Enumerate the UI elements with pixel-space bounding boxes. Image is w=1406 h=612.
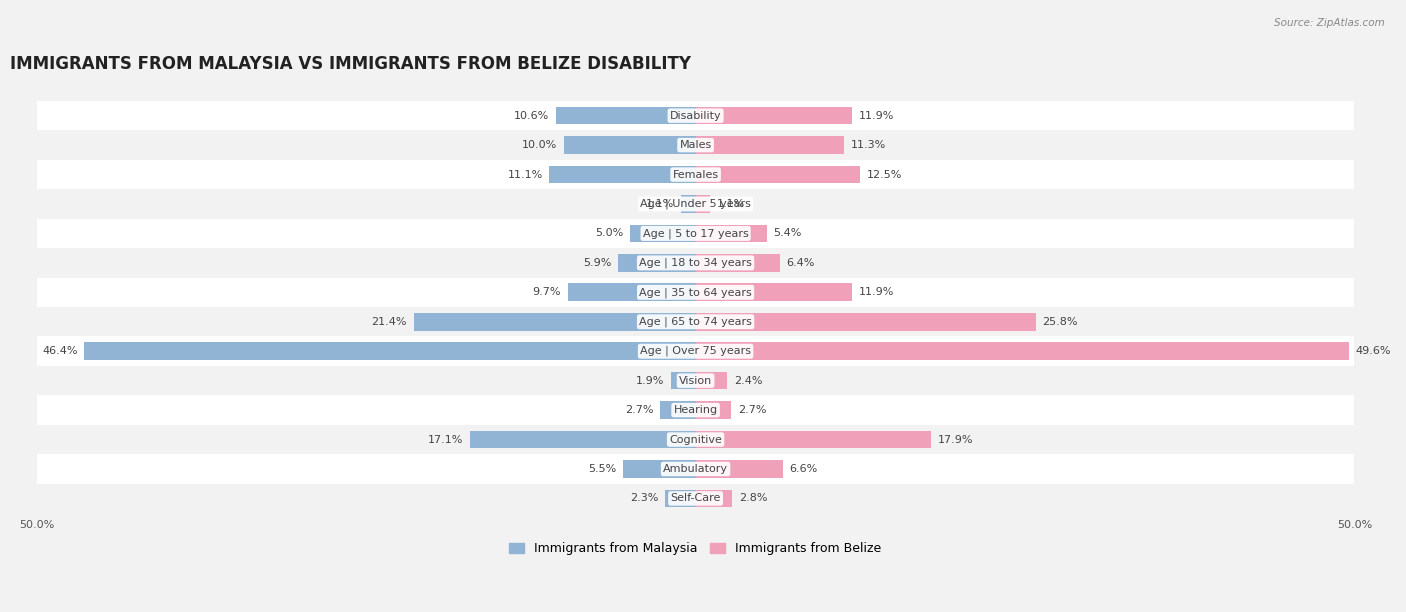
- Text: 25.8%: 25.8%: [1042, 317, 1077, 327]
- Text: 2.7%: 2.7%: [738, 405, 766, 415]
- Text: Age | Over 75 years: Age | Over 75 years: [640, 346, 751, 356]
- Text: 5.0%: 5.0%: [595, 228, 623, 239]
- Text: 6.4%: 6.4%: [786, 258, 815, 268]
- Text: 9.7%: 9.7%: [533, 287, 561, 297]
- Bar: [37, 425, 1354, 454]
- Bar: [37, 395, 1354, 425]
- Text: 17.9%: 17.9%: [938, 435, 973, 444]
- Text: 46.4%: 46.4%: [42, 346, 77, 356]
- Bar: [568, 283, 696, 301]
- Bar: [696, 195, 710, 213]
- Bar: [617, 254, 696, 272]
- Text: IMMIGRANTS FROM MALAYSIA VS IMMIGRANTS FROM BELIZE DISABILITY: IMMIGRANTS FROM MALAYSIA VS IMMIGRANTS F…: [10, 55, 692, 73]
- Text: 6.6%: 6.6%: [789, 464, 817, 474]
- Bar: [630, 225, 696, 242]
- Bar: [696, 107, 852, 124]
- Bar: [550, 166, 696, 184]
- Text: 12.5%: 12.5%: [868, 170, 903, 179]
- Text: Age | 65 to 74 years: Age | 65 to 74 years: [640, 316, 752, 327]
- Bar: [37, 454, 1354, 483]
- Text: 49.6%: 49.6%: [1355, 346, 1391, 356]
- Text: Cognitive: Cognitive: [669, 435, 723, 444]
- Text: 11.9%: 11.9%: [859, 111, 894, 121]
- Text: Disability: Disability: [669, 111, 721, 121]
- Text: 11.1%: 11.1%: [508, 170, 543, 179]
- Bar: [555, 107, 696, 124]
- Bar: [665, 490, 696, 507]
- Bar: [696, 490, 733, 507]
- Text: Females: Females: [672, 170, 718, 179]
- Text: Age | 5 to 17 years: Age | 5 to 17 years: [643, 228, 748, 239]
- Text: Males: Males: [679, 140, 711, 150]
- Text: 5.9%: 5.9%: [583, 258, 612, 268]
- Bar: [696, 460, 783, 478]
- Text: 11.9%: 11.9%: [859, 287, 894, 297]
- Bar: [681, 195, 696, 213]
- Bar: [623, 460, 696, 478]
- Bar: [37, 366, 1354, 395]
- Text: 1.9%: 1.9%: [636, 376, 664, 386]
- Text: Age | Under 5 years: Age | Under 5 years: [640, 199, 751, 209]
- Text: Age | 35 to 64 years: Age | 35 to 64 years: [640, 287, 752, 297]
- Bar: [37, 278, 1354, 307]
- Text: 2.8%: 2.8%: [740, 493, 768, 504]
- Text: Ambulatory: Ambulatory: [664, 464, 728, 474]
- Text: Source: ZipAtlas.com: Source: ZipAtlas.com: [1274, 18, 1385, 28]
- Text: Vision: Vision: [679, 376, 713, 386]
- Bar: [37, 160, 1354, 189]
- Bar: [37, 337, 1354, 366]
- Text: 2.4%: 2.4%: [734, 376, 762, 386]
- Bar: [696, 342, 1350, 360]
- Text: 2.7%: 2.7%: [624, 405, 654, 415]
- Text: Hearing: Hearing: [673, 405, 717, 415]
- Text: 5.5%: 5.5%: [588, 464, 617, 474]
- Bar: [564, 136, 696, 154]
- Text: 10.6%: 10.6%: [515, 111, 550, 121]
- Bar: [696, 401, 731, 419]
- Text: Self-Care: Self-Care: [671, 493, 721, 504]
- Bar: [37, 130, 1354, 160]
- Text: 2.3%: 2.3%: [630, 493, 658, 504]
- Bar: [37, 101, 1354, 130]
- Bar: [696, 136, 845, 154]
- Bar: [696, 372, 727, 389]
- Bar: [671, 372, 696, 389]
- Bar: [659, 401, 696, 419]
- Bar: [37, 483, 1354, 513]
- Text: 11.3%: 11.3%: [851, 140, 886, 150]
- Bar: [696, 283, 852, 301]
- Bar: [696, 225, 766, 242]
- Text: 1.1%: 1.1%: [647, 199, 675, 209]
- Text: 21.4%: 21.4%: [371, 317, 408, 327]
- Bar: [37, 218, 1354, 248]
- Text: 5.4%: 5.4%: [773, 228, 801, 239]
- Text: 1.1%: 1.1%: [717, 199, 745, 209]
- Bar: [696, 254, 780, 272]
- Bar: [696, 431, 931, 449]
- Text: 10.0%: 10.0%: [522, 140, 557, 150]
- Text: 17.1%: 17.1%: [429, 435, 464, 444]
- Bar: [696, 313, 1036, 330]
- Legend: Immigrants from Malaysia, Immigrants from Belize: Immigrants from Malaysia, Immigrants fro…: [505, 537, 887, 560]
- Text: Age | 18 to 34 years: Age | 18 to 34 years: [640, 258, 752, 268]
- Bar: [470, 431, 696, 449]
- Bar: [37, 189, 1354, 218]
- Bar: [37, 248, 1354, 278]
- Bar: [37, 307, 1354, 337]
- Bar: [413, 313, 696, 330]
- Bar: [84, 342, 696, 360]
- Bar: [696, 166, 860, 184]
